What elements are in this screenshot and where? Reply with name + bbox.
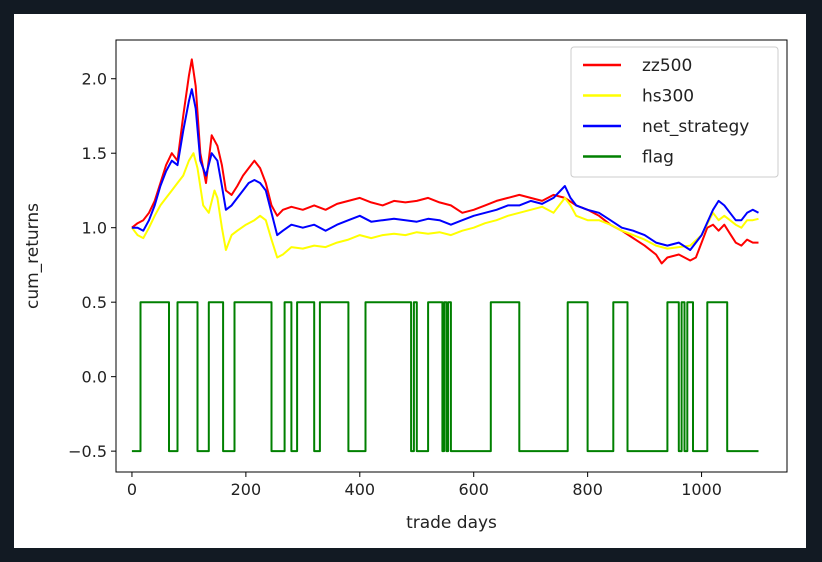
x-tick-label: 200 [231,480,262,499]
x-tick-label: 1000 [681,480,722,499]
y-tick-label: 0.5 [82,293,107,312]
x-axis-label: trade days [406,513,497,533]
x-tick-label: 800 [572,480,603,499]
series-line-flag [131,301,759,453]
legend-label-hs300: hs300 [642,87,694,107]
y-axis-label: cum_returns [23,203,43,309]
x-tick-label: 600 [458,480,489,499]
legend-label-flag: flag [642,148,674,168]
figure: 0 200 400 600 800 1000 −0.5 0.0 0.5 1.0 1.5 2.0 tr… [14,14,806,548]
x-tick-label: 0 [127,480,137,499]
legend-label-zz500: zz500 [642,56,692,76]
x-axis-ticks: 0 200 400 600 800 1000 [127,472,722,499]
y-tick-label: 0.0 [82,368,107,387]
series-lines [131,58,759,453]
legend-label-net_strategy: net_strategy [642,117,749,137]
x-tick-label: 400 [345,480,376,499]
y-axis-ticks: −0.5 0.0 0.5 1.0 1.5 2.0 [68,70,116,461]
y-tick-label: 2.0 [82,70,107,89]
line-chart: 0 200 400 600 800 1000 −0.5 0.0 0.5 1.0 1.5 2.0 tr… [23,39,788,533]
y-tick-label: −0.5 [68,442,107,461]
axes-frame [115,39,788,473]
legend-box [570,46,779,178]
series-line-hs300 [131,152,759,259]
series-line-net_strategy [131,88,759,251]
y-tick-label: 1.0 [82,219,107,238]
y-tick-label: 1.5 [82,144,107,163]
